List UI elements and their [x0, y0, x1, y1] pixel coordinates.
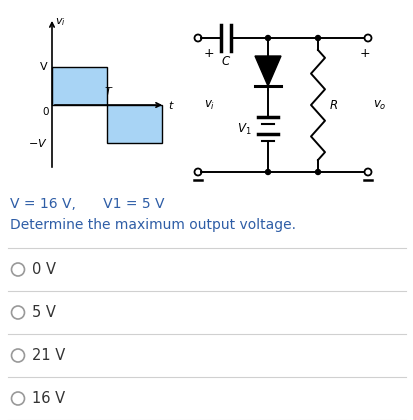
Text: $v_i$: $v_i$ [55, 16, 66, 28]
Text: $T$: $T$ [104, 85, 114, 97]
Circle shape [315, 170, 320, 174]
Text: $R$: $R$ [328, 99, 337, 111]
Text: $t$: $t$ [168, 99, 174, 111]
Text: $-V$: $-V$ [28, 137, 48, 149]
Text: 16 V: 16 V [32, 391, 65, 406]
Text: +: + [359, 47, 370, 60]
Text: $V_1$: $V_1$ [237, 121, 252, 136]
Circle shape [315, 36, 320, 40]
Text: Determine the maximum output voltage.: Determine the maximum output voltage. [10, 218, 295, 232]
Bar [107, 105, 161, 143]
Text: V1 = 5 V: V1 = 5 V [90, 197, 164, 211]
Text: $C$: $C$ [221, 55, 230, 68]
Text: 0 V: 0 V [32, 262, 56, 277]
Text: V = 16 V,: V = 16 V, [10, 197, 76, 211]
Text: 0: 0 [43, 107, 49, 117]
Bar [52, 67, 107, 105]
Polygon shape [254, 56, 280, 86]
Text: $v_o$: $v_o$ [372, 98, 386, 112]
Text: +: + [204, 47, 214, 60]
Text: 21 V: 21 V [32, 348, 65, 363]
Circle shape [265, 170, 270, 174]
Text: 5 V: 5 V [32, 305, 56, 320]
Circle shape [265, 36, 270, 40]
Text: V: V [40, 62, 48, 72]
Text: $v_i$: $v_i$ [204, 98, 215, 112]
